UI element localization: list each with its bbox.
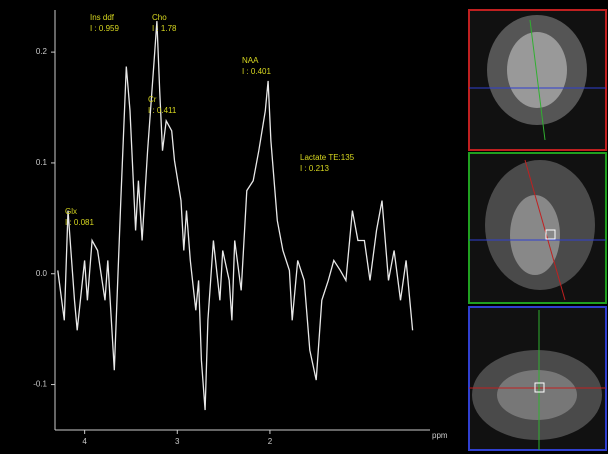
annotation-name: Ins ddf: [90, 13, 115, 22]
spectrum-line: [58, 21, 413, 410]
y-tick-label: 0.1: [36, 158, 48, 167]
annotation-name: Cho: [152, 13, 167, 22]
annotation-value: I : 0.401: [242, 67, 271, 76]
chart: ppm 0.2 0.1 0.0 -0.1 4 3 2 Ins ddf I : 0.959 Cho I…: [0, 0, 608, 454]
annotation-name: NAA: [242, 56, 259, 65]
x-tick-label: 2: [268, 437, 273, 446]
x-tick-label: 3: [175, 437, 180, 446]
x-tick-label: 4: [82, 437, 87, 446]
x-axis-label: ppm: [432, 431, 448, 440]
y-tick-label: 0.2: [36, 47, 48, 56]
annotation-name: Cr: [148, 95, 157, 104]
mri-panel-coronal: [469, 10, 606, 150]
y-tick-label: -0.1: [33, 380, 47, 389]
annotation-value: I : 0.213: [300, 164, 329, 173]
mri-panel-sagittal: [469, 153, 606, 303]
annotation-name: Glx: [65, 207, 77, 216]
annotation-value: I : 1.78: [152, 24, 177, 33]
screen: ppm 0.2 0.1 0.0 -0.1 4 3 2 Ins ddf I : 0.959 Cho I…: [0, 0, 608, 454]
y-tick-label: 0.0: [36, 269, 48, 278]
annotation-value: I : 0.081: [65, 218, 94, 227]
annotation-value: I : 0.959: [90, 24, 119, 33]
annotation-name: Lactate TE:135: [300, 153, 355, 162]
annotation-value: I : 0.411: [148, 106, 177, 115]
mri-panel-axial: [469, 307, 606, 450]
